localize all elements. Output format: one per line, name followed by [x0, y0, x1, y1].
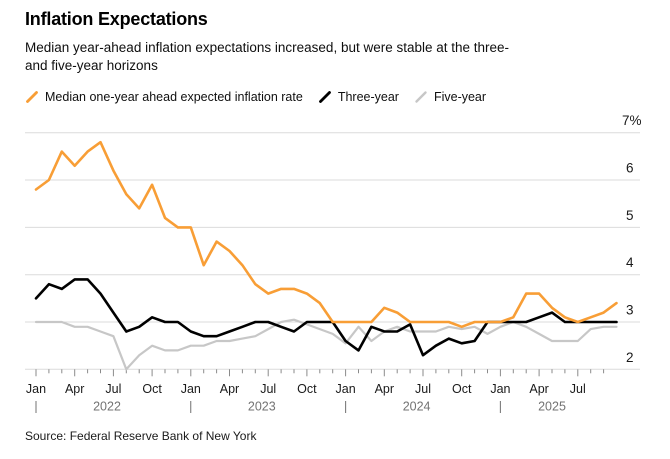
svg-text:Oct: Oct: [452, 382, 472, 396]
svg-text:5: 5: [626, 208, 634, 223]
subtitle-line-1: Median year-ahead inflation expectations…: [25, 40, 510, 55]
svg-text:2022: 2022: [93, 399, 121, 413]
legend-item-one-year: Median one-year ahead expected inflation…: [25, 90, 303, 104]
chart-subtitle: Median year-ahead inflation expectations…: [25, 39, 509, 75]
svg-text:Apr: Apr: [529, 382, 548, 396]
legend-item-three-year: Three-year: [318, 90, 399, 104]
page-title: Inflation Expectations: [25, 9, 208, 29]
legend-label-three-year: Three-year: [337, 90, 399, 104]
svg-text:|: |: [34, 399, 37, 413]
svg-text:Apr: Apr: [375, 382, 394, 396]
svg-text:2023: 2023: [248, 399, 276, 413]
line-chart-svg: 7% 6 5 4 3 2 Jan Apr Jul Oct Jan Apr Jul Oct Jan Apr Jul…: [25, 113, 642, 413]
legend-label-one-year: Median one-year ahead expected inflation…: [45, 90, 303, 104]
svg-text:4: 4: [626, 255, 634, 270]
svg-text:2024: 2024: [403, 399, 431, 413]
svg-text:|: |: [499, 399, 502, 413]
svg-text:|: |: [344, 399, 347, 413]
svg-text:Oct: Oct: [142, 382, 162, 396]
legend-label-five-year: Five-year: [433, 90, 487, 104]
svg-text:Jan: Jan: [26, 382, 46, 396]
svg-text:6: 6: [626, 161, 634, 176]
svg-text:Jul: Jul: [570, 382, 586, 396]
svg-text:Oct: Oct: [297, 382, 317, 396]
subtitle-line-2: and five-year horizons: [25, 58, 158, 73]
svg-text:2: 2: [626, 350, 634, 365]
chart-area: 7% 6 5 4 3 2 Jan Apr Jul Oct Jan Apr Jul Oct Jan Apr Jul…: [0, 112, 670, 428]
svg-text:3: 3: [626, 303, 634, 318]
svg-text:Apr: Apr: [220, 382, 239, 396]
legend-item-five-year: Five-year: [414, 90, 486, 104]
svg-text:Jul: Jul: [260, 382, 276, 396]
svg-text:Jan: Jan: [490, 382, 510, 396]
chart-legend: Median one-year ahead expected inflation…: [25, 90, 486, 104]
black-slash-icon: [318, 91, 331, 103]
source-attribution: Source: Federal Reserve Bank of New York: [25, 429, 257, 443]
svg-text:Jul: Jul: [415, 382, 431, 396]
svg-text:Jan: Jan: [336, 382, 356, 396]
svg-text:Apr: Apr: [65, 382, 84, 396]
orange-slash-icon: [26, 91, 38, 103]
svg-text:|: |: [189, 399, 192, 413]
svg-text:Jan: Jan: [181, 382, 201, 396]
svg-text:Jul: Jul: [105, 382, 121, 396]
svg-text:2025: 2025: [538, 399, 566, 413]
svg-text:7%: 7%: [622, 113, 642, 128]
gray-slash-icon: [415, 91, 427, 103]
